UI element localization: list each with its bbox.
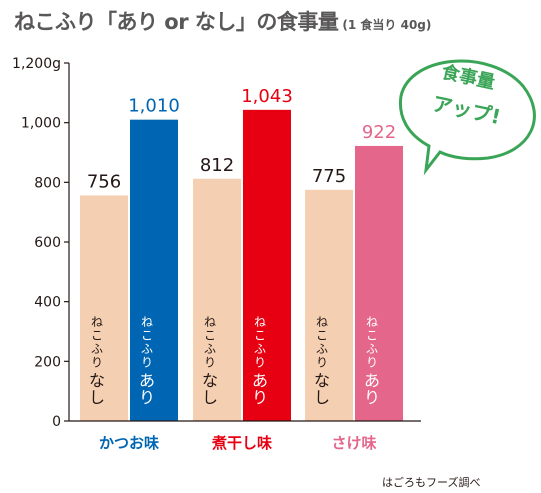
bar-label-ari-char: ふ (366, 342, 378, 356)
bar-label-nashi-char: し (314, 388, 330, 407)
bar-label-nashi-char: ふ (91, 342, 103, 356)
bar-label-ari-char: り (366, 356, 378, 370)
bar-ari (243, 109, 291, 422)
bar-label-ari-char: ふ (254, 342, 266, 356)
bar-label-nashi-char: ふ (204, 342, 216, 356)
data-label-ari: 1,010 (128, 96, 180, 117)
bar-label-ari-char: あ (252, 371, 268, 390)
y-tick-label: 400 (34, 295, 61, 311)
chart-subtitle: (1 食当り 40g) (342, 18, 432, 32)
bar-label-nashi-char: こ (316, 329, 328, 343)
chart-title: ねこふり「あり or なし」の食事量 (1 食当り 40g) (14, 10, 432, 34)
bar-label-nashi-char: し (202, 388, 218, 407)
bar-label-nashi-char: ね (204, 315, 216, 329)
y-tick-label: 1,000 (21, 116, 61, 132)
bar-label-nashi-char: り (91, 356, 103, 370)
category-label: さけ味 (331, 434, 376, 452)
bar-label-ari-char: り (364, 388, 380, 407)
bar-nashi (80, 195, 128, 421)
source-note: はごろもフーズ調べ (382, 476, 481, 489)
y-tick-label: 800 (34, 175, 61, 191)
bar-label-ari-char: ね (366, 315, 378, 329)
bar-label-nashi-char: ね (91, 315, 103, 329)
bar-nashi (305, 189, 353, 421)
bar-ari (355, 145, 403, 422)
y-tick-label: 0 (52, 414, 61, 430)
bar-label-ari-char: こ (141, 329, 153, 343)
data-label-ari: 922 (362, 122, 396, 143)
bar-label-nashi-char: な (314, 371, 330, 390)
bar-label-ari-char: り (254, 356, 266, 370)
bar-label-ari-char: ね (141, 315, 153, 329)
y-tick-label: 600 (34, 235, 61, 251)
bar-label-ari-char: り (139, 388, 155, 407)
y-tick-label: 200 (34, 354, 61, 370)
bar-label-nashi-char: な (202, 371, 218, 390)
bar-label-ari-char: り (252, 388, 268, 407)
callout-bubble (398, 59, 536, 176)
bar-label-nashi-char: こ (91, 329, 103, 343)
bar-label-nashi-char: こ (204, 329, 216, 343)
data-label-nashi: 812 (200, 155, 234, 176)
bar-ari (130, 119, 178, 421)
bar-label-ari-char: こ (366, 329, 378, 343)
category-label: かつお味 (99, 434, 159, 452)
bar-label-nashi-char: な (89, 371, 105, 390)
bar-label-nashi-char: り (204, 356, 216, 370)
bar-label-ari-char: ふ (141, 342, 153, 356)
bar-label-ari-char: り (141, 356, 153, 370)
bar-label-nashi-char: ふ (316, 342, 328, 356)
bar-label-nashi-char: し (89, 388, 105, 407)
bar-label-ari-char: あ (364, 371, 380, 390)
bar-label-nashi-char: り (316, 356, 328, 370)
y-tick-label: 1,200g (12, 56, 61, 72)
category-label: 煮干し味 (211, 434, 272, 452)
bar-label-ari-char: ね (254, 315, 266, 329)
bar-label-nashi-char: ね (316, 315, 328, 329)
data-label-ari: 1,043 (241, 86, 293, 107)
bar-label-ari-char: こ (254, 329, 266, 343)
bar-nashi (193, 178, 241, 421)
bar-label-ari-char: あ (139, 371, 155, 390)
data-label-nashi: 756 (87, 171, 121, 192)
data-label-nashi: 775 (312, 166, 346, 187)
